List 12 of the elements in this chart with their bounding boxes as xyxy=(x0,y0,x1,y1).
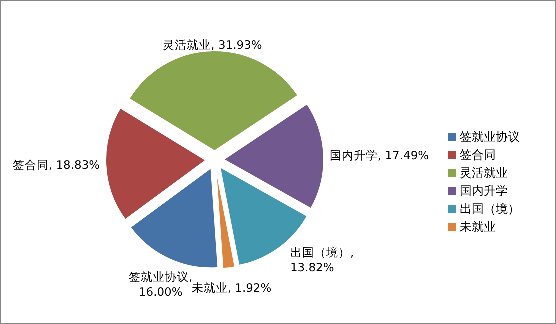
legend-label: 灵活就业 xyxy=(460,166,508,180)
data-label: 国内升学, 17.49% xyxy=(330,148,430,163)
data-label: 未就业, 1.92% xyxy=(192,280,272,295)
legend-label: 未就业 xyxy=(460,220,496,234)
data-label: 签就业协议, 16.00% xyxy=(129,270,193,300)
data-label: 灵活就业, 31.93% xyxy=(163,38,262,52)
legend-label: 出国（境） xyxy=(460,202,520,216)
legend-label: 国内升学 xyxy=(460,184,508,198)
data-label: 出国（境）, 13.82% xyxy=(290,246,354,275)
data-label: 签合同, 18.83% xyxy=(12,158,100,172)
legend-label: 签就业协议 xyxy=(460,130,520,144)
legend-label: 签合同 xyxy=(460,148,496,162)
